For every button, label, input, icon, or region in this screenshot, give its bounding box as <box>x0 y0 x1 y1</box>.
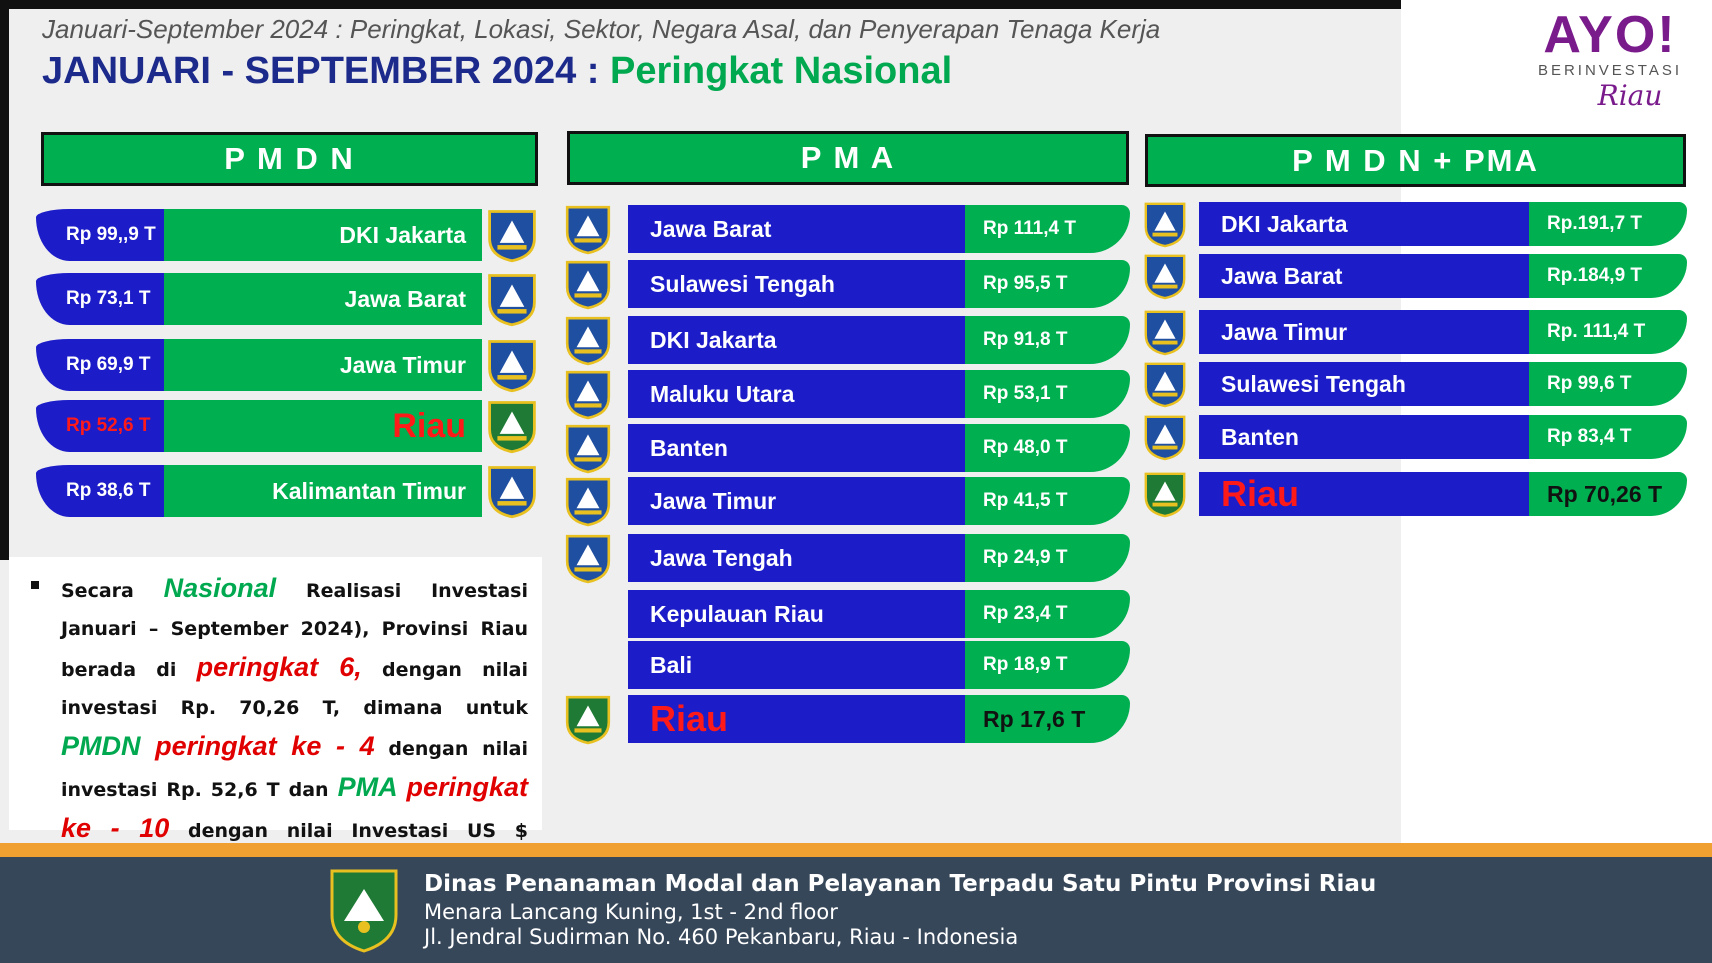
province-bar: Bali <box>628 641 965 689</box>
note-box: Secara Nasional Realisasi Investasi Janu… <box>9 557 542 880</box>
brand-tagline: BERINVESTASI <box>1537 62 1683 79</box>
note-text: Secara Nasional Realisasi Investasi Janu… <box>61 569 528 888</box>
note-segment: Realisasi Investasi Januari – September … <box>61 580 528 681</box>
title-main: JANUARI - SEPTEMBER 2024 : <box>42 50 600 92</box>
province-bar: Jawa Timur <box>1199 310 1529 354</box>
province-bar: Riau <box>164 400 482 452</box>
note-segment: dengan nilai investasi Rp. 52,6 T dan <box>61 738 528 801</box>
value-tab: Rp 53,1 T <box>965 370 1130 418</box>
note-segment: peringkat ke - 4 <box>155 731 375 761</box>
value-tab: Rp 38,6 T <box>36 465 176 517</box>
province-bar: Jawa Barat <box>1199 254 1529 298</box>
value-tab: Rp.191,7 T <box>1529 202 1687 246</box>
note-segment: Secara <box>61 580 164 602</box>
value-tab: Rp 73,1 T <box>36 273 176 325</box>
title: JANUARI - SEPTEMBER 2024 : Peringkat Nas… <box>42 50 952 93</box>
value-tab: Rp 17,6 T <box>965 695 1130 743</box>
province-emblem <box>1144 254 1186 300</box>
subtitle: Januari-September 2024 : Peringkat, Loka… <box>42 14 1161 44</box>
value-tab: Rp 95,5 T <box>965 260 1130 308</box>
value-tab: Rp 111,4 T <box>965 205 1130 253</box>
value-tab: Rp 70,26 T <box>1529 472 1687 516</box>
province-bar: DKI Jakarta <box>164 209 482 261</box>
brand-logo: AYO! BERINVESTASI Riau <box>1520 8 1700 112</box>
value-tab: Rp 52,6 T <box>36 400 176 452</box>
value-tab: Rp 18,9 T <box>965 641 1130 689</box>
province-bar: Riau <box>1199 472 1529 516</box>
value-tab: Rp 24,9 T <box>965 534 1130 582</box>
footer-emblem <box>330 869 398 953</box>
footer-address-2: Jl. Jendral Sudirman No. 460 Pekanbaru, … <box>424 925 1019 949</box>
province-bar: DKI Jakarta <box>628 316 965 364</box>
province-bar: Sulawesi Tengah <box>1199 362 1529 406</box>
province-bar: Banten <box>1199 415 1529 459</box>
note-segment: Nasional <box>163 573 277 603</box>
panel-header: P M D N + PMA <box>1145 134 1686 187</box>
brand-name: AYO! <box>1543 6 1677 64</box>
province-emblem <box>1144 415 1186 461</box>
province-bar: Kepulauan Riau <box>628 590 965 638</box>
footer-address-1: Menara Lancang Kuning, 1st - 2nd floor <box>424 900 838 924</box>
value-tab: Rp 48,0 T <box>965 424 1130 472</box>
value-tab: Rp.184,9 T <box>1529 254 1687 298</box>
province-bar: Jawa Timur <box>164 339 482 391</box>
province-emblem <box>565 370 611 420</box>
province-emblem <box>488 274 536 327</box>
footer: Dinas Penanaman Modal dan Pelayanan Terp… <box>0 857 1712 963</box>
province-bar: Jawa Tengah <box>628 534 965 582</box>
province-emblem <box>1144 202 1186 248</box>
footer-stripe <box>0 843 1712 857</box>
province-bar: Jawa Barat <box>628 205 965 253</box>
province-emblem <box>565 695 611 745</box>
bullet <box>31 581 39 589</box>
panel-header: P M A <box>567 131 1129 185</box>
value-tab: Rp 23,4 T <box>965 590 1130 638</box>
province-emblem <box>565 316 611 366</box>
province-emblem <box>1144 472 1186 518</box>
left-border <box>0 0 9 560</box>
province-bar: Jawa Barat <box>164 273 482 325</box>
value-tab: Rp. 111,4 T <box>1529 310 1687 354</box>
footer-org: Dinas Penanaman Modal dan Pelayanan Terp… <box>424 871 1377 897</box>
province-emblem <box>565 477 611 527</box>
note-segment: peringkat 6, <box>196 652 362 682</box>
province-emblem <box>565 424 611 474</box>
province-emblem <box>488 210 536 263</box>
province-bar: Sulawesi Tengah <box>628 260 965 308</box>
panel-header: P M D N <box>41 132 538 186</box>
value-tab: Rp 41,5 T <box>965 477 1130 525</box>
province-bar: Kalimantan Timur <box>164 465 482 517</box>
note-segment: peringkat ke - 10 <box>61 772 529 843</box>
province-emblem <box>488 340 536 393</box>
note-segment: dengan nilai investasi Rp. 70,26 T, dima… <box>61 659 529 719</box>
province-bar: Riau <box>628 695 965 743</box>
province-emblem <box>488 401 536 454</box>
value-tab: Rp 99,6 T <box>1529 362 1687 406</box>
province-bar: DKI Jakarta <box>1199 202 1529 246</box>
value-tab: Rp 69,9 T <box>36 339 176 391</box>
top-border <box>0 0 1401 9</box>
province-emblem <box>1144 362 1186 408</box>
value-tab: Rp 91,8 T <box>965 316 1130 364</box>
province-bar: Banten <box>628 424 965 472</box>
note-segment: PMDN <box>61 731 156 761</box>
province-bar: Jawa Timur <box>628 477 965 525</box>
title-accent: Peringkat Nasional <box>610 50 953 92</box>
province-emblem <box>565 205 611 255</box>
province-emblem <box>1144 310 1186 356</box>
province-emblem <box>488 466 536 519</box>
value-tab: Rp 83,4 T <box>1529 415 1687 459</box>
province-emblem <box>565 534 611 584</box>
note-segment: PMA <box>337 772 407 802</box>
value-tab: Rp 99,,9 T <box>36 209 176 261</box>
brand-region: Riau <box>1597 79 1663 112</box>
province-bar: Maluku Utara <box>628 370 965 418</box>
province-emblem <box>565 260 611 310</box>
